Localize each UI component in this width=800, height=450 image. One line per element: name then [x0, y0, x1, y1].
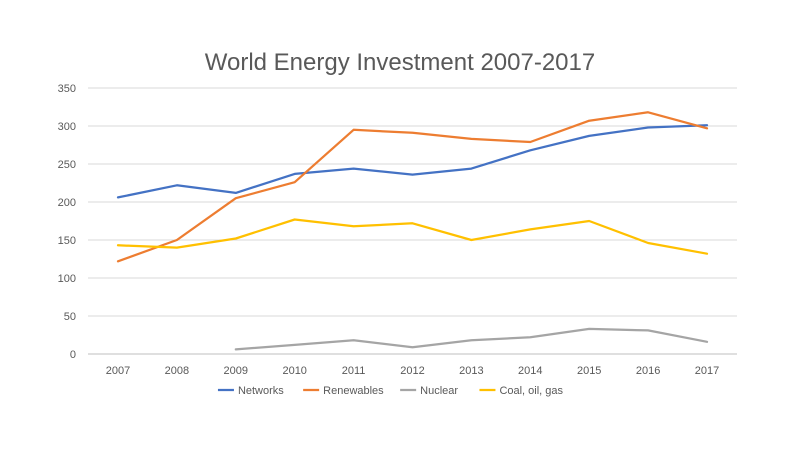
series-line-renewables [116, 111, 709, 263]
legend-label-renewables: Renewables [323, 385, 384, 397]
legend: Networks Renewables Nuclear Coal, oil, gas [217, 385, 564, 397]
x-tick-label: 2014 [518, 365, 542, 377]
y-tick-label: 300 [58, 121, 76, 133]
y-tick-label: 100 [58, 273, 76, 285]
y-tick-label: 350 [58, 83, 76, 95]
x-tick-label: 2015 [577, 365, 601, 377]
x-tick-label: 2007 [106, 365, 130, 377]
legend-label-nuclear: Nuclear [420, 385, 458, 397]
legend-label-networks: Networks [238, 385, 284, 397]
legend-label-coal-oil-gas: Coal, oil, gas [499, 385, 563, 397]
series-layer [116, 111, 709, 351]
x-tick-label: 2013 [459, 365, 483, 377]
legend-item-nuclear: Nuclear [400, 385, 458, 397]
y-tick-label: 200 [58, 197, 76, 209]
legend-item-coal-oil-gas: Coal, oil, gas [479, 385, 564, 397]
y-tick-label: 250 [58, 159, 76, 171]
legend-item-renewables: Renewables [303, 385, 384, 397]
x-tick-label: 2012 [400, 365, 424, 377]
x-tick-label: 2010 [282, 365, 306, 377]
grid-layer [88, 87, 737, 317]
y-tick-label: 0 [70, 349, 76, 361]
y-tick-label: 50 [64, 311, 76, 323]
legend-item-networks: Networks [217, 385, 284, 397]
series-line-networks [116, 124, 709, 199]
x-tick-label: 2016 [636, 365, 660, 377]
series-line-nuclear [234, 327, 709, 351]
x-tick-label: 2009 [224, 365, 248, 377]
y-tick-label: 150 [58, 235, 76, 247]
x-tick-label: 2011 [342, 365, 366, 377]
axis-layer: 0 50 100 150 200 250 300 350 2007 2008 2009 2010 201… [58, 83, 737, 377]
series-line-coal-oil-gas [116, 218, 709, 255]
x-tick-label: 2008 [165, 365, 189, 377]
chart-title: World Energy Investment 2007-2017 [205, 49, 595, 76]
x-tick-label: 2017 [695, 365, 719, 377]
